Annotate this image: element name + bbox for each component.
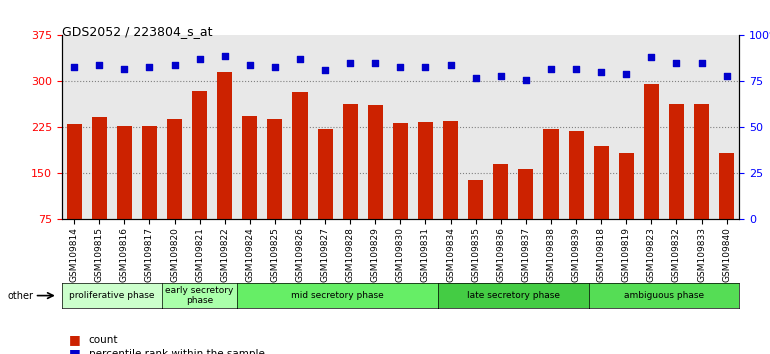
Bar — [669, 104, 684, 266]
Bar — [167, 119, 182, 266]
Point — [169, 62, 181, 68]
Bar — [619, 153, 634, 266]
Text: ambiguous phase: ambiguous phase — [624, 291, 704, 300]
Text: ■: ■ — [69, 348, 81, 354]
Text: ■: ■ — [69, 333, 81, 346]
Bar — [719, 153, 734, 266]
Point — [645, 55, 658, 60]
Bar — [92, 117, 107, 266]
Bar — [644, 84, 659, 266]
Point — [294, 57, 306, 62]
Bar — [443, 121, 458, 266]
Text: GDS2052 / 223804_s_at: GDS2052 / 223804_s_at — [62, 25, 212, 38]
Bar — [317, 129, 333, 266]
Bar — [142, 126, 157, 266]
Point — [470, 75, 482, 81]
Point — [520, 77, 532, 82]
Bar — [568, 131, 584, 266]
Point — [494, 73, 507, 79]
Point — [620, 71, 632, 77]
Bar — [694, 104, 709, 266]
Point — [243, 62, 256, 68]
Bar — [117, 126, 132, 266]
Point — [570, 66, 582, 72]
Bar — [544, 129, 558, 266]
Bar — [67, 124, 82, 266]
Point — [420, 64, 432, 69]
Bar — [343, 104, 358, 266]
Point — [671, 60, 683, 66]
Point — [695, 60, 708, 66]
Point — [143, 64, 156, 69]
Point — [394, 64, 407, 69]
Bar — [368, 105, 383, 266]
Point — [444, 62, 457, 68]
Text: mid secretory phase: mid secretory phase — [291, 291, 384, 300]
Bar — [393, 123, 408, 266]
Point — [219, 53, 231, 58]
Text: percentile rank within the sample: percentile rank within the sample — [89, 349, 264, 354]
Text: count: count — [89, 335, 118, 345]
Point — [595, 69, 608, 75]
Point — [68, 64, 80, 69]
Bar — [217, 72, 233, 266]
Bar — [192, 91, 207, 266]
Bar — [418, 122, 433, 266]
Bar — [243, 116, 257, 266]
Point — [369, 60, 381, 66]
Bar — [468, 179, 484, 266]
Point — [721, 73, 733, 79]
Bar — [518, 169, 534, 266]
Point — [118, 66, 130, 72]
Bar — [293, 92, 307, 266]
Bar — [267, 119, 283, 266]
Point — [344, 60, 357, 66]
Point — [93, 62, 105, 68]
Text: late secretory phase: late secretory phase — [467, 291, 560, 300]
Text: early secretory
phase: early secretory phase — [166, 286, 234, 305]
Text: other: other — [8, 291, 34, 301]
Point — [545, 66, 557, 72]
Bar — [494, 164, 508, 266]
Text: proliferative phase: proliferative phase — [69, 291, 155, 300]
Point — [269, 64, 281, 69]
Bar — [594, 146, 609, 266]
Point — [319, 68, 331, 73]
Point — [193, 57, 206, 62]
